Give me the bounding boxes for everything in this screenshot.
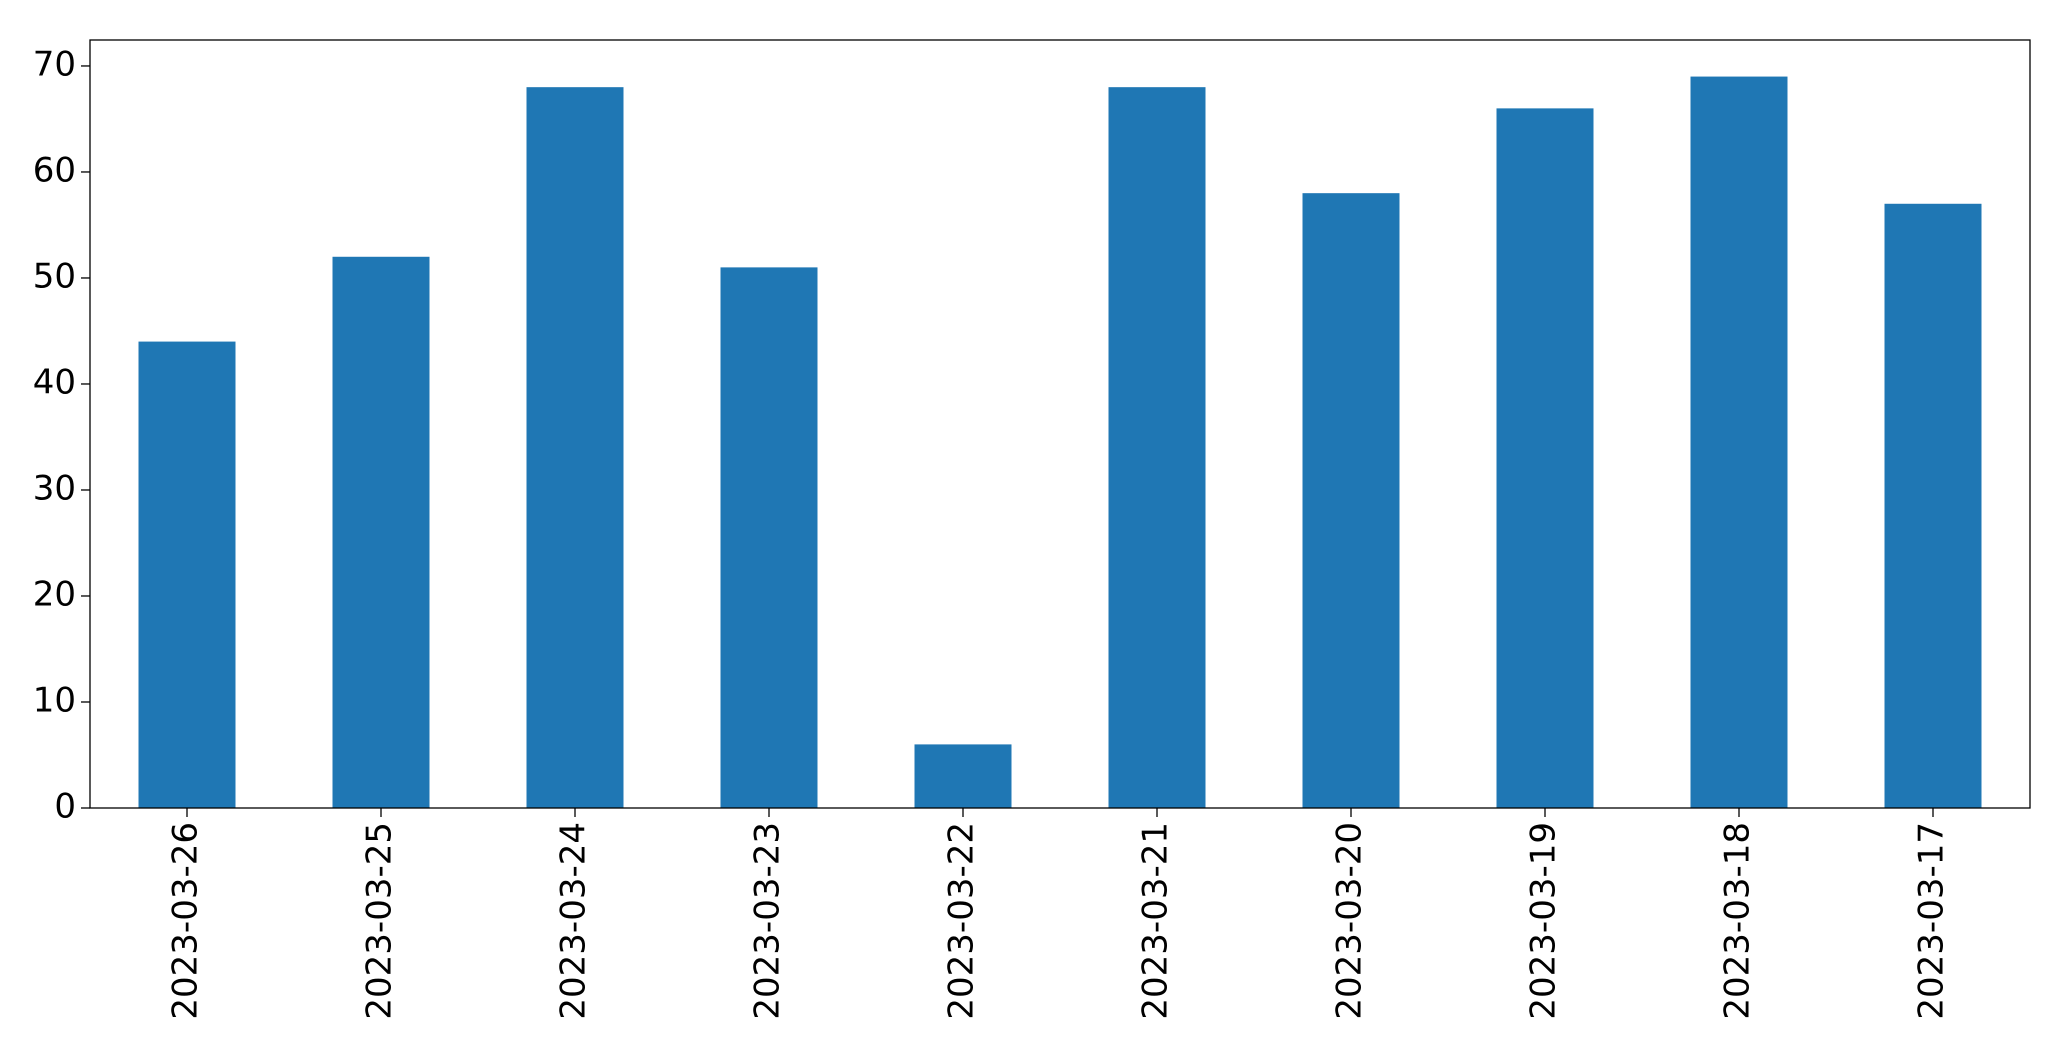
x-tick-label: 2023-03-25	[360, 822, 400, 1020]
x-tick-label: 2023-03-20	[1330, 822, 1370, 1020]
bar	[1884, 203, 1982, 809]
bar	[1496, 108, 1594, 808]
bar	[526, 87, 624, 808]
x-tick-label: 2023-03-23	[748, 822, 788, 1020]
bar	[914, 744, 1012, 808]
x-tick-label: 2023-03-21	[1136, 822, 1176, 1020]
bar	[1108, 87, 1206, 808]
y-tick-label: 20	[33, 574, 76, 614]
y-tick-label: 10	[33, 680, 76, 720]
y-tick-label: 50	[33, 256, 76, 296]
x-tick-label: 2023-03-24	[554, 822, 594, 1020]
x-tick-label: 2023-03-19	[1524, 822, 1564, 1020]
bar	[1302, 193, 1400, 809]
plot-frame	[89, 39, 2031, 809]
bar	[332, 256, 430, 809]
y-tick-label: 0	[54, 787, 76, 827]
y-tick-label: 60	[33, 150, 76, 190]
bar	[138, 341, 236, 808]
x-tick-label: 2023-03-26	[166, 822, 206, 1020]
y-tick-label: 30	[33, 468, 76, 508]
x-tick-label: 2023-03-18	[1718, 822, 1758, 1020]
bar	[1690, 76, 1788, 809]
y-tick-label: 70	[33, 44, 76, 84]
bar	[720, 267, 818, 808]
x-tick-label: 2023-03-22	[942, 822, 982, 1020]
x-tick-label: 2023-03-17	[1912, 822, 1952, 1020]
y-tick-label: 40	[33, 362, 76, 402]
